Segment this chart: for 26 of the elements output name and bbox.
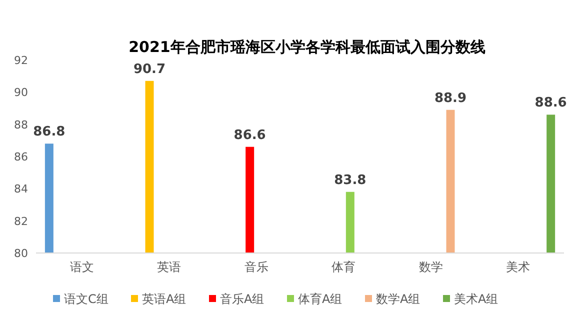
chart-title: 2021年合肥市瑶海区小学各学科最低面试入围分数线 [128,38,486,56]
data-label: 86.6 [234,128,266,143]
legend-label: 体育A组 [298,292,342,306]
y-tick-label: 88 [14,118,28,132]
legend-label: 美术A组 [454,292,498,306]
data-label: 86.8 [33,124,66,140]
data-label: 88.9 [434,90,467,106]
legend-label: 语文C组 [64,292,108,306]
data-label: 90.7 [133,62,166,77]
data-label: 88.6 [534,96,567,111]
y-tick-label: 86 [14,150,28,164]
legend-label: 音乐A组 [220,292,264,306]
y-tick-label: 82 [14,214,28,228]
data-label: 83.8 [334,172,366,188]
x-tick-label: 美术 [506,260,530,274]
x-tick-label: 数学 [418,260,443,274]
x-tick-label: 语文 [70,260,94,274]
x-tick-label: 音乐 [244,260,268,274]
y-tick-label: 90 [14,86,28,100]
y-tick-label: 84 [14,182,28,196]
legend-label: 英语A组 [142,292,186,306]
x-tick-label: 体育 [332,260,356,274]
y-tick-label: 92 [14,54,28,67]
y-tick-label: 80 [14,247,28,260]
x-tick-label: 英语 [157,260,182,274]
legend-label: 数学A组 [376,292,420,306]
